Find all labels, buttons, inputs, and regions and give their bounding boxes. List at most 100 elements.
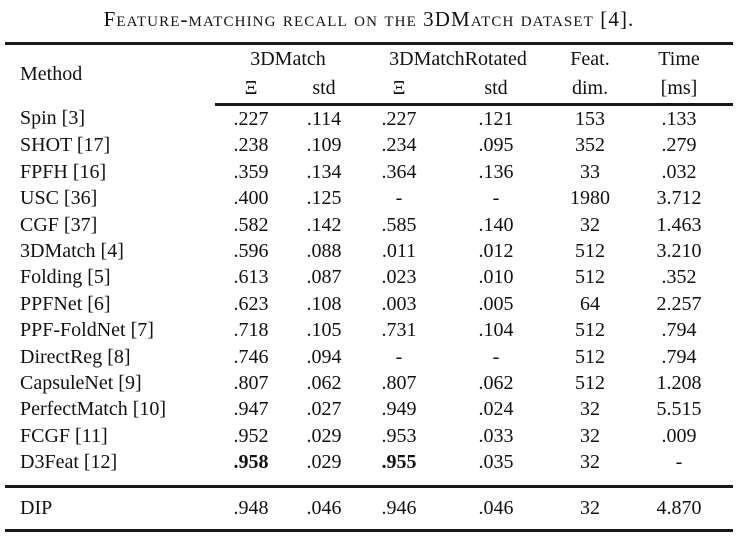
value-cell: 153 [575,108,606,130]
value-cell: 64 [580,292,601,315]
value-cell: .087 [306,266,342,289]
value-cell: .105 [306,319,342,342]
value-cell: .952 [233,424,269,447]
value-cell: - [492,187,500,210]
value-cell: .949 [381,398,417,421]
value-cell: .062 [306,372,342,395]
method-cell: USC [36] [20,187,98,210]
table-row: CapsuleNet [9] .807 .062 .807 .062 512 1.208 [5,370,733,396]
value-cell: .003 [381,292,417,315]
header-std-rotated: std [437,74,556,106]
header-time: Time [658,48,700,70]
value-cell: .227 [381,108,417,130]
value-cell: .947 [233,398,269,421]
value-cell: .046 [287,484,362,531]
value-cell: 3.712 [656,187,702,210]
value-cell: .005 [478,292,514,315]
value-cell: .024 [478,398,514,421]
table-row: USC [36] .400 .125 - - 1980 3.712 [5,185,733,211]
value-cell: - [395,187,403,210]
value-cell: .027 [306,398,342,421]
value-cell: .807 [381,372,417,395]
value-cell: 33 [580,160,601,183]
method-cell: 3DMatch [4] [20,240,124,263]
value-cell: .718 [233,319,269,342]
table-row: Spin [3] .227 .114 .227 .121 153 .133 [5,105,733,133]
value-cell: .946 [361,484,438,531]
value-cell: .359 [233,160,269,183]
method-cell: FCGF [11] [20,424,108,447]
value-cell: 32 [580,451,601,474]
table-header: Method 3DMatch 3DMatchRotated Feat. Time… [5,44,734,106]
value-cell: .125 [306,187,342,210]
value-cell: .585 [381,213,417,236]
value-cell: .029 [306,451,342,474]
value-cell: 3.210 [656,240,702,263]
value-cell: 5.515 [656,398,702,421]
value-cell: .807 [233,372,269,395]
value-cell: 32 [555,484,626,531]
method-cell: CapsuleNet [9] [20,372,142,395]
method-cell: Spin [3] [20,107,85,130]
value-cell: .114 [306,108,342,130]
value-cell: .794 [661,319,697,342]
value-cell: .133 [661,108,697,130]
table-row: PPF-FoldNet [7] .718 .105 .731 .104 512 .794 [5,317,733,343]
value-cell: .023 [381,266,417,289]
value-cell: 32 [580,424,601,447]
value-cell: .352 [661,266,697,289]
value-cell: 32 [580,398,601,421]
header-feat: Feat. [570,48,610,70]
value-cell: .958 [233,451,269,474]
value-cell: .109 [306,134,342,157]
value-cell: 512 [575,240,606,263]
value-cell: .948 [215,484,287,531]
value-cell: 352 [575,134,606,157]
header-xi-3dmatch: Ξ [215,74,287,106]
value-cell: .140 [478,213,514,236]
method-cell: CGF [37] [20,213,98,236]
value-cell: .746 [233,345,269,368]
value-cell: .227 [233,108,269,130]
value-cell: .400 [233,187,269,210]
header-xi-rotated: Ξ [361,74,438,106]
value-cell: - [395,345,403,368]
header-method: Method [20,63,83,86]
value-cell: - [675,451,683,474]
value-cell: .108 [306,292,342,315]
header-row-groups: Method 3DMatch 3DMatchRotated Feat. Time [5,44,733,85]
value-cell: .032 [661,160,697,183]
value-cell: .062 [478,372,514,395]
value-cell: .012 [478,240,514,263]
table-row: 3DMatch [4] .596 .088 .011 .012 512 3.210 [5,238,733,264]
value-cell: .136 [478,160,514,183]
value-cell: .029 [306,424,342,447]
table-row: D3Feat [12] .958 .029 .955 .035 32 - [5,449,733,486]
value-cell: 512 [575,345,606,368]
value-cell: .035 [478,451,514,474]
method-cell: DirectReg [8] [20,345,131,368]
value-cell: .238 [233,134,269,157]
method-cell: SHOT [17] [20,134,111,157]
header-group-3dmatch-rotated: 3DMatchRotated [389,48,527,70]
value-cell: .121 [478,108,514,130]
method-cell: PPFNet [6] [20,292,111,315]
table-row: DirectReg [8] .746 .094 - - 512 .794 [5,344,733,370]
table-row: FCGF [11] .952 .029 .953 .033 32 .009 [5,423,733,449]
value-cell: .011 [381,240,417,263]
table-row: CGF [37] .582 .142 .585 .140 32 1.463 [5,212,733,238]
table-row: PerfectMatch [10] .947 .027 .949 .024 32 5.515 [5,396,733,422]
header-std-3dmatch: std [287,74,362,106]
value-cell: .046 [437,484,556,531]
value-cell: 512 [575,319,606,342]
method-cell: Folding [5] [20,266,111,289]
method-cell: FPFH [16] [20,160,107,183]
value-cell: .009 [661,424,697,447]
value-cell: 512 [575,372,606,395]
table-body: Spin [3] .227 .114 .227 .121 153 .133 SHOT [17]… [5,105,733,487]
table-row: SHOT [17] .238 .109 .234 .095 352 .279 [5,132,733,158]
value-cell: .794 [661,345,697,368]
value-cell: .596 [233,240,269,263]
value-cell: .142 [306,213,342,236]
